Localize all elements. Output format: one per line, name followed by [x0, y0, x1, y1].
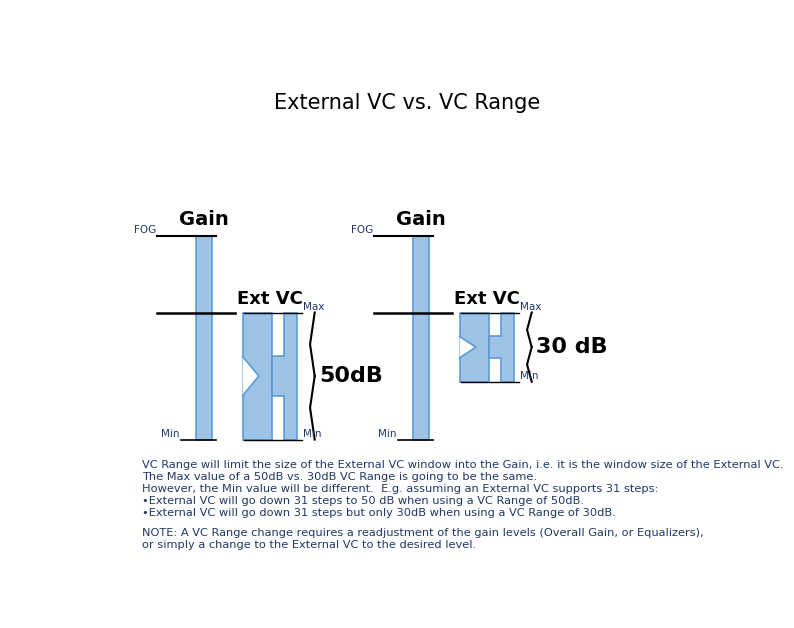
Text: 50dB: 50dB — [319, 366, 384, 386]
Text: Min: Min — [520, 371, 538, 381]
Bar — [413, 236, 429, 440]
Text: or simply a change to the External VC to the desired level.: or simply a change to the External VC to… — [142, 539, 476, 550]
Text: NOTE: A VC Range change requires a readjustment of the gain levels (Overall Gain: NOTE: A VC Range change requires a readj… — [142, 528, 703, 538]
Text: VC Range will limit the size of the External VC window into the Gain, i.e. it is: VC Range will limit the size of the Exte… — [142, 460, 784, 470]
Text: •External VC will go down 31 steps but only 30dB when using a VC Range of 30dB.: •External VC will go down 31 steps but o… — [142, 508, 615, 518]
Polygon shape — [489, 313, 514, 382]
Text: The Max value of a 50dB vs. 30dB VC Range is going to be the same.: The Max value of a 50dB vs. 30dB VC Rang… — [142, 472, 537, 482]
Polygon shape — [272, 313, 297, 440]
Text: Gain: Gain — [396, 210, 445, 229]
Text: Max: Max — [520, 301, 542, 311]
Text: FOG: FOG — [133, 225, 156, 235]
Text: Ext VC: Ext VC — [454, 290, 520, 308]
Text: Ext VC: Ext VC — [237, 290, 303, 308]
Text: Min: Min — [303, 429, 322, 439]
Text: External VC vs. VC Range: External VC vs. VC Range — [274, 93, 540, 113]
Text: Min: Min — [378, 429, 396, 439]
Polygon shape — [243, 357, 259, 396]
Text: However, the Min value will be different.  E.g. assuming an External VC supports: However, the Min value will be different… — [142, 484, 658, 494]
Text: 30 dB: 30 dB — [537, 337, 608, 357]
Bar — [243, 313, 272, 440]
Text: Gain: Gain — [179, 210, 229, 229]
Bar — [460, 313, 489, 382]
Text: •External VC will go down 31 steps to 50 dB when using a VC Range of 50dB.: •External VC will go down 31 steps to 50… — [142, 496, 584, 506]
Bar — [196, 236, 212, 440]
Text: Max: Max — [303, 301, 325, 311]
Text: FOG: FOG — [351, 225, 373, 235]
Text: Min: Min — [160, 429, 179, 439]
Polygon shape — [460, 337, 476, 358]
